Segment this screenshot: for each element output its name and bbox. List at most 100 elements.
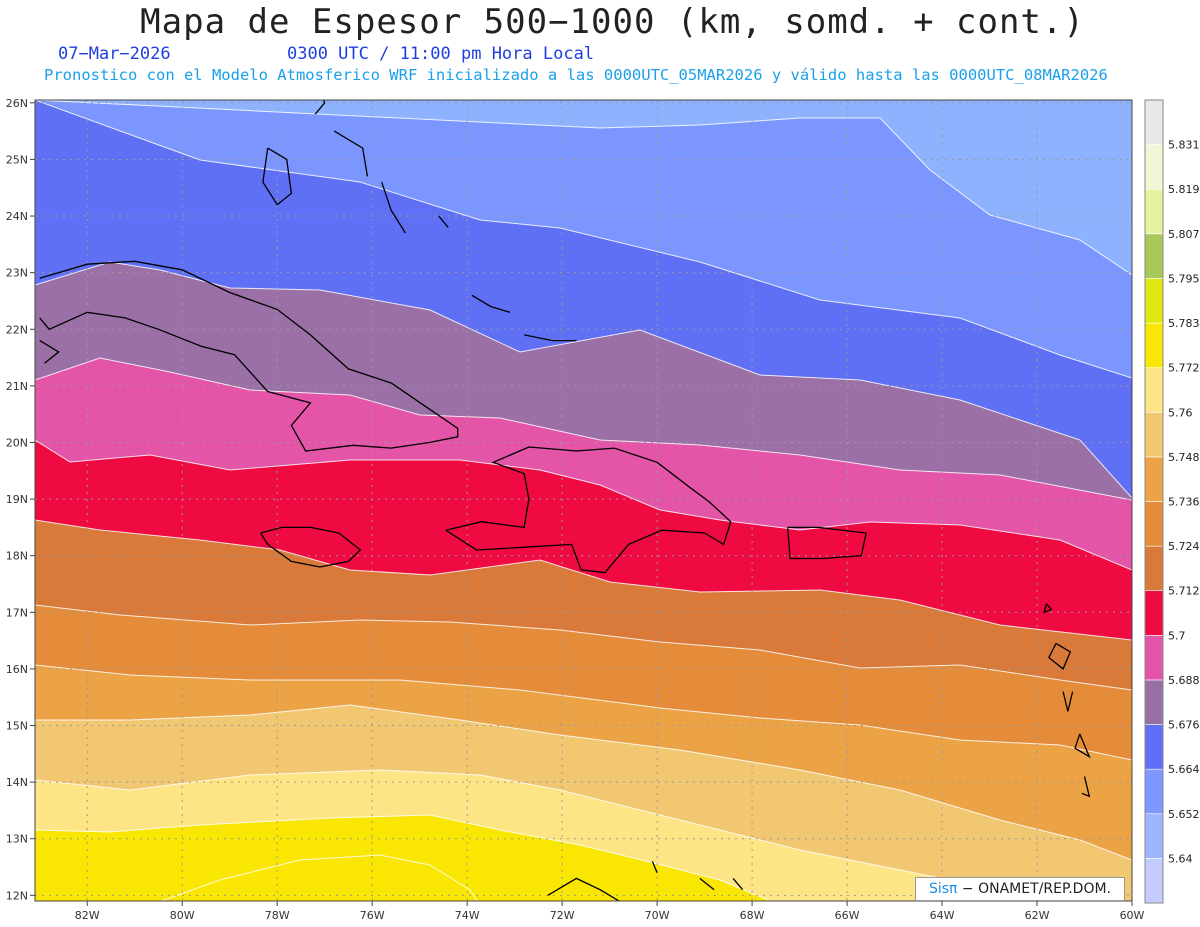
- lon-tick-label: 72W: [550, 909, 575, 922]
- coastline: [314, 100, 326, 115]
- lon-tick-label: 64W: [930, 909, 955, 922]
- colorbar-swatch: [1144, 590, 1164, 636]
- colorbar-label: 5.688: [1168, 674, 1200, 687]
- lon-tick-label: 74W: [455, 909, 480, 922]
- colorbar-swatch: [1144, 813, 1164, 859]
- contour-line: [35, 769, 1102, 901]
- colorbar-label: 5.795: [1168, 272, 1200, 285]
- contour-line: [35, 814, 772, 901]
- contour-line: [35, 357, 1132, 501]
- coastline: [39, 260, 459, 452]
- lon-tick-label: 68W: [740, 909, 765, 922]
- coastline: [547, 877, 620, 901]
- credit-box: Sisπ − ONAMET/REP.DOM.: [915, 877, 1125, 901]
- coastline: [262, 147, 293, 206]
- colorbar-swatch: [1144, 456, 1164, 502]
- contour-line: [35, 100, 1132, 276]
- map-axes: 82W 80W 78W 76W 74W 72W 70W 68W 66W 64W 62W 60W 12N 1…: [6, 97, 1145, 922]
- colorbar-label: 5.76: [1168, 406, 1193, 419]
- coastline: [39, 340, 60, 364]
- colorbar-swatch: [1144, 322, 1164, 368]
- colorbar: 5.64 5.652 5.664 5.676 5.688 5.7 5.712 5.724 5.7…: [1144, 99, 1200, 904]
- thickness-bands: [35, 100, 1132, 901]
- map-title: Mapa de Espesor 500−1000 (km, somd. + co…: [140, 2, 1085, 42]
- lat-tick-label: 24N: [6, 210, 28, 223]
- lat-tick-label: 15N: [6, 720, 28, 733]
- lon-tick-label: 82W: [75, 909, 100, 922]
- colorbar-label: 5.712: [1168, 585, 1200, 598]
- coastline: [651, 861, 658, 873]
- colorbar-label: 5.783: [1168, 317, 1200, 330]
- coastline: [471, 294, 511, 313]
- colorbar-swatch: [1144, 99, 1164, 145]
- contour-line: [35, 604, 1132, 691]
- colorbar-swatch: [1144, 144, 1164, 190]
- lat-tick-label: 14N: [6, 776, 28, 789]
- coastline: [333, 130, 369, 177]
- coastline: [1074, 733, 1091, 759]
- contour-line: [159, 854, 478, 901]
- colorbar-label: 5.772: [1168, 362, 1200, 375]
- colorbar-swatch: [1144, 768, 1164, 815]
- lat-tick-label: 19N: [6, 493, 28, 506]
- contour-line: [35, 100, 1132, 379]
- colorbar-swatch: [1144, 188, 1164, 235]
- coastline: [732, 877, 744, 891]
- contour-line: [35, 704, 1132, 861]
- colorbar-label: 5.831: [1168, 139, 1200, 152]
- colorbar-label: 5.652: [1168, 808, 1200, 821]
- colorbar-swatch: [1144, 635, 1164, 681]
- lat-tick-label: 21N: [6, 380, 28, 393]
- colorbar-swatch: [1144, 724, 1164, 770]
- coastline: [1048, 642, 1072, 670]
- lon-tick-label: 76W: [360, 909, 385, 922]
- colorbar-label: 5.819: [1168, 183, 1200, 196]
- coastline: [1062, 691, 1074, 712]
- lat-tick-label: 12N: [6, 889, 28, 902]
- thickness-band: [35, 815, 771, 901]
- colorbar-label: 5.807: [1168, 228, 1200, 241]
- lat-tick-label: 13N: [6, 833, 28, 846]
- colorbar-swatch: [1144, 545, 1164, 592]
- colorbar-label: 5.736: [1168, 496, 1200, 509]
- coastline: [445, 446, 732, 574]
- coastline: [699, 877, 715, 891]
- lat-tick-label: 20N: [6, 436, 28, 449]
- lat-tick-label: 18N: [6, 550, 28, 563]
- model-info: Pronostico con el Modelo Atmosferico WRF…: [44, 66, 1108, 84]
- colorbar-label: 5.748: [1168, 451, 1200, 464]
- lat-lon-grid: [35, 100, 1132, 901]
- coastline: [1081, 776, 1091, 798]
- lat-tick-label: 16N: [6, 663, 28, 676]
- lon-tick-label: 60W: [1120, 909, 1145, 922]
- coastline: [235, 58, 287, 69]
- coastline: [381, 181, 406, 234]
- coastline: [260, 526, 362, 568]
- colorbar-label: 5.664: [1168, 763, 1200, 776]
- thickness-band: [161, 855, 478, 901]
- colorbar-label: 5.64: [1168, 852, 1193, 865]
- contour-line: [35, 664, 1132, 761]
- colorbar-frame: [1144, 99, 1164, 904]
- colorbar-swatch: [1144, 858, 1164, 904]
- contour-line: [35, 519, 1132, 641]
- forecast-time: 0300 UTC / 11:00 pm Hora Local: [287, 44, 595, 64]
- lat-tick-label: 25N: [6, 153, 28, 166]
- colorbar-swatch: [1144, 233, 1164, 279]
- credit-org: − ONAMET/REP.DOM.: [957, 881, 1111, 897]
- lat-tick-label: 23N: [6, 267, 28, 280]
- forecast-date: 07−Mar−2026: [58, 44, 171, 64]
- colorbar-swatch: [1144, 679, 1164, 725]
- colorbar-swatch: [1144, 278, 1164, 324]
- coastline: [523, 334, 577, 342]
- lat-tick-label: 17N: [6, 606, 28, 619]
- colorbar-swatch: [1144, 501, 1164, 547]
- lat-tick-label: 22N: [6, 323, 28, 336]
- contour-line: [35, 261, 1132, 499]
- map-frame: [34, 99, 1133, 902]
- lon-tick-label: 70W: [645, 909, 670, 922]
- lat-tick-label: 26N: [6, 97, 28, 110]
- lon-tick-label: 66W: [835, 909, 860, 922]
- credit-brand: Sisπ: [928, 881, 958, 897]
